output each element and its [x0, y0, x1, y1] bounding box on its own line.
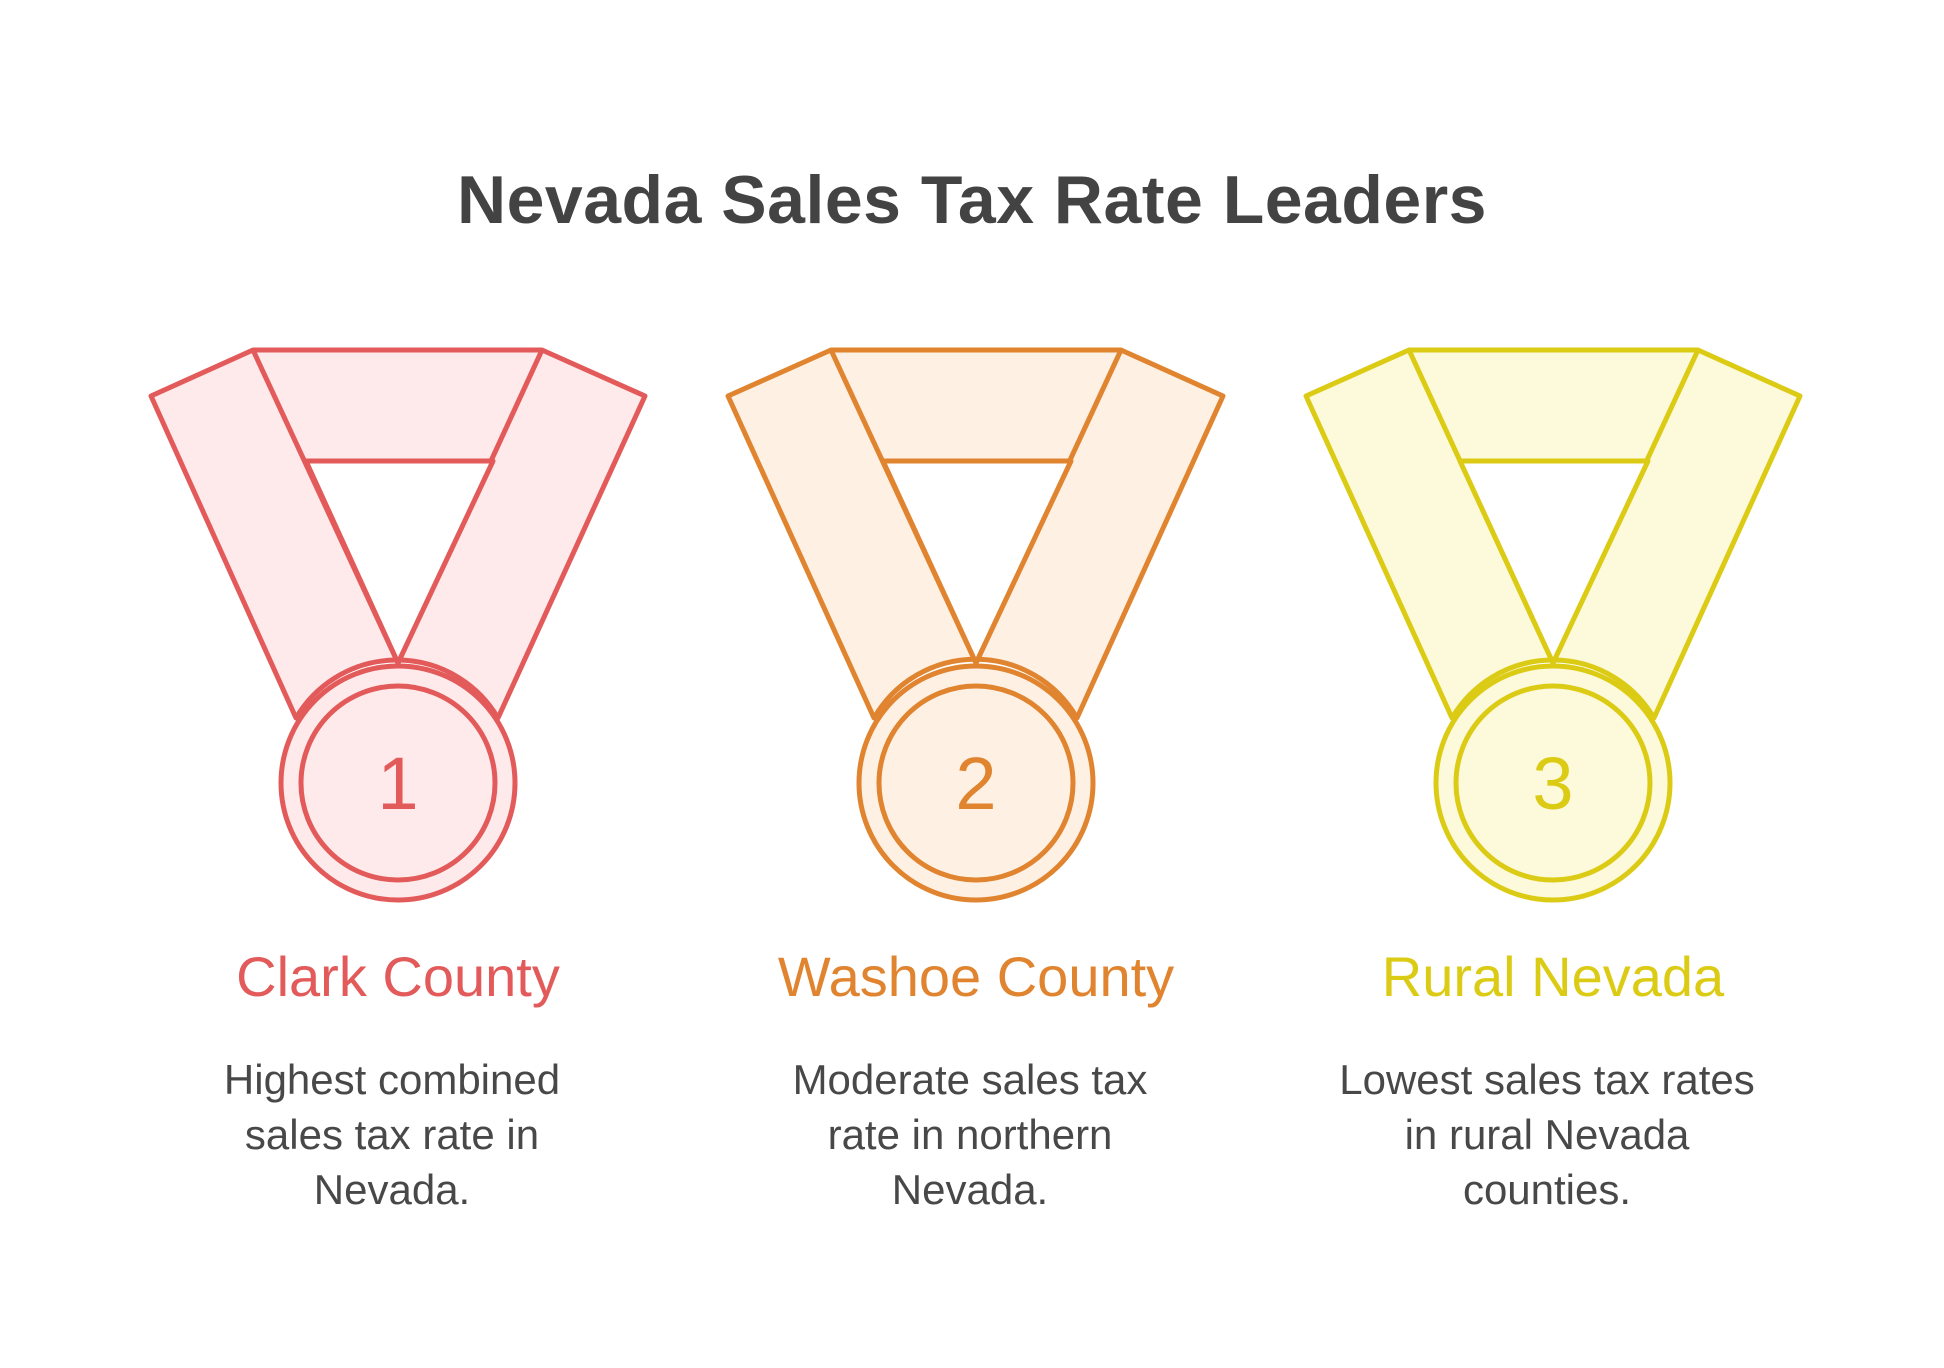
page-title: Nevada Sales Tax Rate Leaders — [456, 162, 1488, 238]
medal-2-ribbon-gap — [880, 458, 1074, 666]
medal-2-title: Washoe County — [777, 945, 1175, 1008]
medal-2-inner-circle — [876, 683, 1076, 883]
medal-3-inner-circle — [1453, 683, 1653, 883]
medal-3-number: 3 — [1532, 742, 1573, 825]
medal-2-number: 2 — [955, 742, 996, 825]
medal-3-ribbon-gap — [1457, 458, 1651, 666]
medal-3-description: Lowest sales tax rates in rural Nevada c… — [1339, 1056, 1755, 1213]
medal-1-description: Highest combined sales tax rate in Nevad… — [223, 1056, 561, 1213]
medal-2: 2 — [725, 347, 1226, 903]
medal-3: 3 — [1303, 347, 1803, 903]
medal-1-inner-circle — [298, 683, 498, 883]
medal-1-ribbon-gap — [303, 458, 496, 666]
medal-3-title: Rural Nevada — [1381, 945, 1725, 1008]
medal-1-number: 1 — [377, 742, 418, 825]
medal-2-description: Moderate sales tax rate in northern Neva… — [792, 1056, 1148, 1213]
medal-1: 1 — [148, 347, 648, 903]
medal-1-title: Clark County — [236, 945, 560, 1008]
